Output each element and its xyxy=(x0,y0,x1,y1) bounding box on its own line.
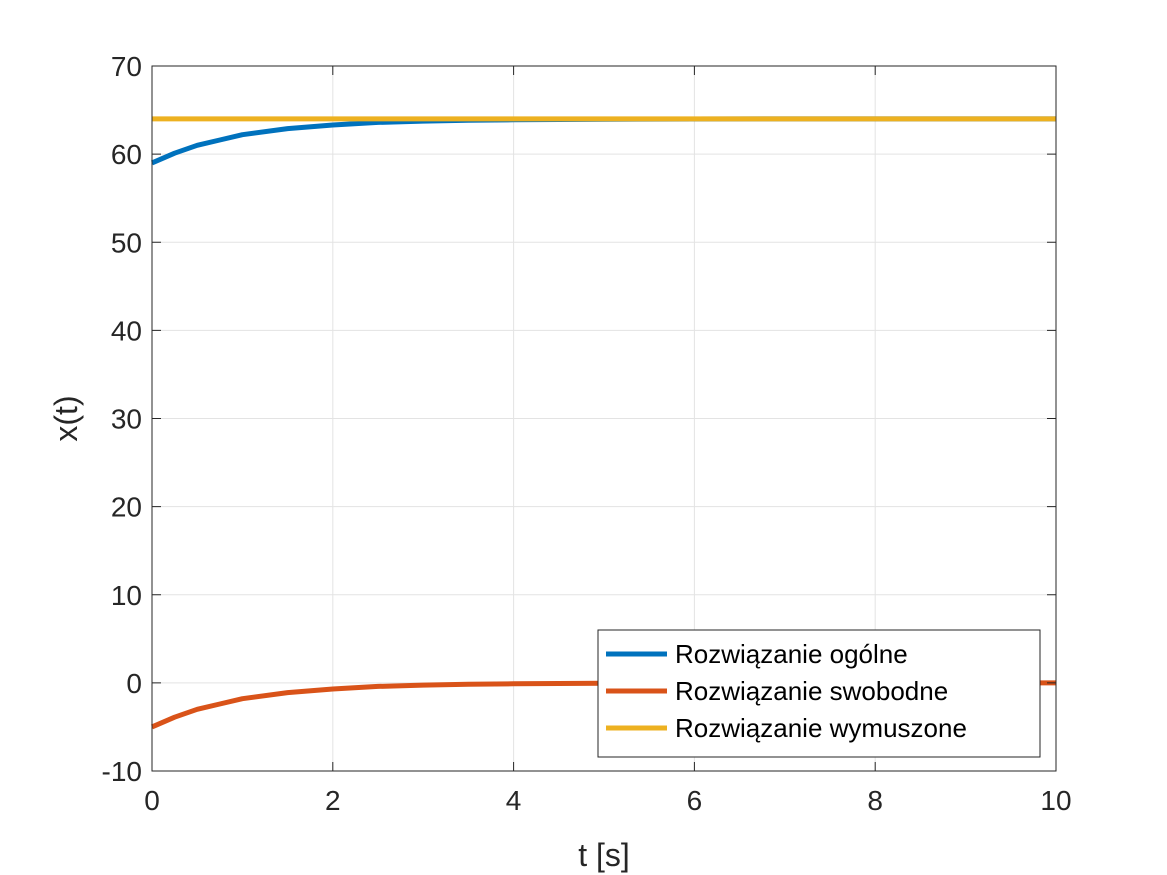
y-tick-label: 60 xyxy=(111,139,142,170)
y-axis-label: x(t) xyxy=(48,395,84,441)
x-tick-label: 4 xyxy=(506,785,522,816)
y-tick-label: 30 xyxy=(111,404,142,435)
y-tick-label: 50 xyxy=(111,227,142,258)
y-tick-label: -10 xyxy=(102,756,142,787)
legend-label-1: Rozwiązanie ogólne xyxy=(675,639,908,669)
x-tick-label: 0 xyxy=(144,785,160,816)
x-tick-label: 2 xyxy=(325,785,341,816)
y-tick-label: 10 xyxy=(111,580,142,611)
x-tick-label: 8 xyxy=(867,785,883,816)
legend-label-2: Rozwiązanie swobodne xyxy=(675,676,948,706)
legend-box xyxy=(597,629,1041,758)
y-tick-label: 70 xyxy=(111,51,142,82)
legend-label-3: Rozwiązanie wymuszone xyxy=(675,713,967,743)
y-tick-label: 0 xyxy=(126,668,142,699)
legend-entries: Rozwiązanie ogólne Rozwiązanie swobodne Ro… xyxy=(606,639,967,743)
x-tick-label: 10 xyxy=(1040,785,1071,816)
y-tick-label: 40 xyxy=(111,315,142,346)
y-tick-label: 20 xyxy=(111,492,142,523)
legend: Rozwiązanie ogólne Rozwiązanie swobodne Ro… xyxy=(597,629,1041,758)
x-tick-label: 6 xyxy=(687,785,703,816)
x-axis-label: t [s] xyxy=(578,837,630,873)
